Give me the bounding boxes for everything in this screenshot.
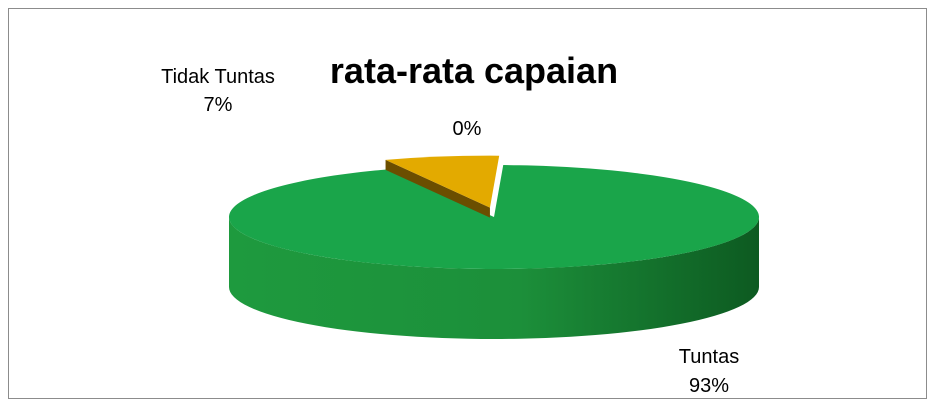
chart-frame: rata-rata capaian Tidak Tuntas 7% 0% Tun…: [8, 8, 927, 399]
slice-side-tuntas: [229, 217, 759, 339]
pie-chart: rata-rata capaian Tidak Tuntas 7% 0% Tun…: [161, 50, 759, 397]
label-category-tidak-tuntas: Tidak Tuntas: [161, 66, 275, 88]
slice-tuntas: [228, 165, 759, 270]
label-percent-tuntas: 93%: [689, 375, 729, 397]
label-percent-third: 0%: [453, 118, 482, 140]
slice-edge-tidak-tuntas: [385, 159, 490, 218]
chart-title: rata-rata capaian: [330, 50, 618, 91]
label-category-tuntas: Tuntas: [679, 346, 739, 368]
slice-tidak-tuntas: [385, 155, 500, 208]
label-percent-tidak-tuntas: 7%: [204, 94, 233, 116]
